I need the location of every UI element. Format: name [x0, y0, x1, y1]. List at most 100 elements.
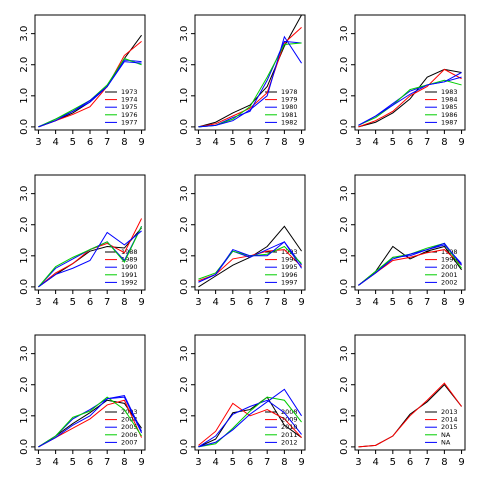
x-tick-label: 3: [195, 137, 201, 148]
x-tick-label: 7: [264, 137, 270, 148]
series-line: [198, 396, 302, 448]
x-tick-label: 5: [230, 457, 236, 468]
y-tick-label: 3.0: [339, 26, 350, 42]
legend-label: 1973: [121, 88, 138, 96]
legend-label: 1990: [121, 263, 138, 271]
y-tick-label: 1.0: [339, 408, 350, 424]
series-line: [358, 382, 462, 448]
x-tick-label: 8: [441, 457, 447, 468]
legend-label: 1996: [281, 271, 298, 279]
y-tick-label: 3.0: [179, 346, 190, 362]
y-tick-label: 1.0: [19, 88, 30, 104]
y-tick-label: 3.0: [339, 346, 350, 362]
y-tick-label: 2.0: [339, 217, 350, 233]
y-tick-label: 0.0: [339, 279, 350, 295]
x-tick-label: 6: [87, 137, 93, 148]
legend-label: 1982: [281, 118, 298, 126]
legend-label: 1980: [281, 103, 298, 111]
y-tick-label: 1.0: [179, 248, 190, 264]
legend-label: 2000: [441, 263, 458, 271]
x-tick-label: 6: [407, 137, 413, 148]
legend-label: 1989: [121, 256, 138, 264]
legend-label: 1978: [281, 88, 298, 96]
legend-label: 1983: [441, 88, 458, 96]
x-tick-label: 8: [281, 297, 287, 308]
x-tick-label: 8: [121, 137, 127, 148]
legend-label: NA: [441, 438, 451, 446]
y-tick-label: 2.0: [179, 57, 190, 73]
series-line: [198, 14, 302, 128]
y-tick-label: 0.0: [179, 439, 190, 455]
y-tick-label: 3.0: [19, 26, 30, 42]
legend-label: 2012: [281, 438, 298, 446]
series-line: [198, 396, 302, 448]
x-tick-label: 8: [121, 297, 127, 308]
legend-label: 1984: [441, 96, 458, 104]
series-line: [358, 72, 462, 126]
x-tick-label: 8: [281, 457, 287, 468]
x-tick-label: 9: [458, 137, 464, 148]
y-tick-label: 2.0: [19, 377, 30, 393]
legend-label: 2005: [121, 423, 138, 431]
y-tick-label: 1.0: [19, 248, 30, 264]
x-tick-label: 7: [104, 137, 110, 148]
legend-label: 1995: [281, 263, 298, 271]
y-tick-label: 0.0: [339, 439, 350, 455]
legend-label: 1975: [121, 103, 138, 111]
x-tick-label: 7: [104, 297, 110, 308]
legend-label: 2011: [281, 431, 298, 439]
legend-label: 1994: [281, 256, 298, 264]
x-tick-label: 4: [52, 297, 58, 308]
x-tick-label: 3: [195, 297, 201, 308]
series-line: [198, 388, 302, 448]
legend-label: 2008: [281, 408, 298, 416]
legend-label: 1986: [441, 111, 458, 119]
x-tick-label: 9: [298, 297, 304, 308]
series-line: [38, 395, 143, 448]
x-tick-label: 6: [247, 137, 253, 148]
y-tick-label: 2.0: [19, 217, 30, 233]
legend-label: 2006: [121, 431, 138, 439]
legend-label: 1976: [121, 111, 138, 119]
y-tick-label: 3.0: [179, 186, 190, 202]
y-tick-label: 2.0: [339, 377, 350, 393]
x-tick-label: 9: [298, 457, 304, 468]
y-tick-label: 1.0: [179, 88, 190, 104]
x-tick-label: 6: [87, 457, 93, 468]
x-tick-label: 4: [372, 457, 378, 468]
x-tick-label: 4: [212, 297, 218, 308]
legend-label: 2010: [281, 423, 298, 431]
x-tick-label: 9: [138, 457, 144, 468]
y-tick-label: 0.0: [179, 119, 190, 135]
x-tick-label: 5: [390, 137, 396, 148]
x-tick-label: 3: [355, 457, 361, 468]
series-line: [38, 396, 142, 448]
legend-label: 1981: [281, 111, 298, 119]
x-tick-label: 5: [390, 297, 396, 308]
x-tick-label: 5: [230, 137, 236, 148]
series-line: [38, 230, 142, 288]
y-tick-label: 2.0: [179, 377, 190, 393]
legend-label: 2015: [441, 423, 458, 431]
x-tick-label: 4: [212, 137, 218, 148]
legend-label: 2014: [441, 416, 458, 424]
x-tick-label: 5: [70, 457, 76, 468]
x-tick-label: 6: [87, 297, 93, 308]
x-tick-label: 3: [35, 297, 41, 308]
y-tick-label: 0.0: [19, 119, 30, 135]
y-tick-label: 2.0: [19, 57, 30, 73]
y-tick-label: 1.0: [19, 408, 30, 424]
x-tick-label: 7: [424, 297, 430, 308]
legend-label: 1987: [441, 118, 458, 126]
x-tick-label: 9: [298, 137, 304, 148]
series-line: [198, 27, 302, 128]
x-tick-label: 8: [281, 137, 287, 148]
x-tick-label: 6: [247, 457, 253, 468]
x-tick-label: 5: [390, 457, 396, 468]
x-tick-label: 6: [407, 297, 413, 308]
